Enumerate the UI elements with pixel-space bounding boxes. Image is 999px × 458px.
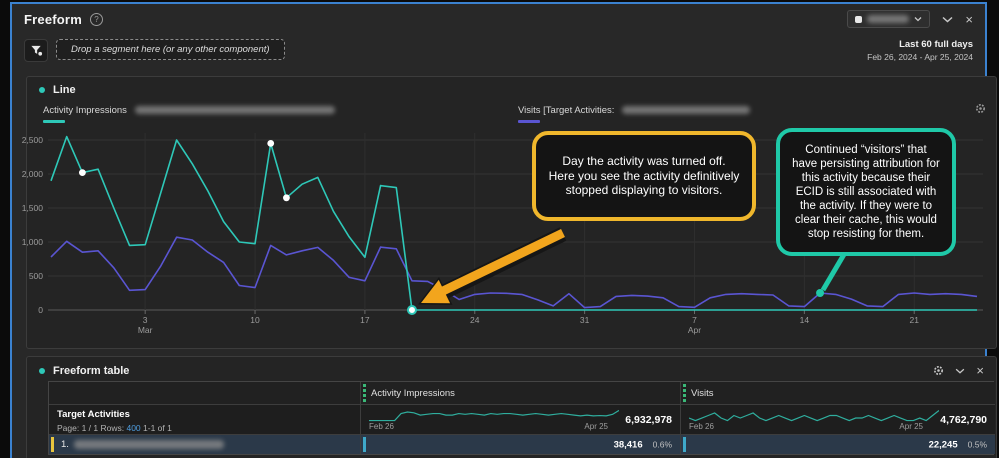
- viz-dot-icon[interactable]: [39, 87, 45, 93]
- cell-marker: [683, 437, 686, 452]
- legend-0-label: Activity Impressions: [43, 105, 127, 116]
- visits-sparkline: [689, 409, 939, 422]
- row-color-marker: [51, 437, 54, 452]
- viz-dot-icon[interactable]: [39, 367, 45, 374]
- segment-row: Drop a segment here (or any other compon…: [12, 34, 985, 62]
- spark-end-label: Apr 25: [899, 422, 923, 431]
- column-header-activity-impressions[interactable]: Activity Impressions: [360, 382, 680, 404]
- freeform-table-card: Freeform table × Activity Impressions: [26, 356, 997, 458]
- summary-cell-visits: Feb 26 Apr 25 4,762,790: [680, 404, 995, 434]
- report-suite-badge[interactable]: [847, 10, 931, 28]
- date-range-dates: Feb 26, 2024 - Apr 25, 2024: [867, 52, 973, 62]
- table-corner-cell: [49, 382, 360, 404]
- visits-pct: 0.5%: [967, 439, 987, 449]
- close-table-icon[interactable]: ×: [976, 363, 984, 378]
- chevron-down-icon: [914, 17, 922, 22]
- summary-cell-activity-impressions: Feb 26 Apr 25 6,932,978: [360, 404, 680, 434]
- callout-0-text: Day the activity was turned off. Here yo…: [548, 154, 740, 198]
- redacted-legend-0: [134, 106, 335, 115]
- legend-1-color-bar: [518, 120, 540, 123]
- table-row-impressions-cell[interactable]: 38,416 0.6%: [360, 434, 680, 454]
- date-range-label: Last 60 full days: [899, 39, 973, 50]
- legend-0-color-bar: [43, 120, 65, 123]
- panel-header: Freeform ? ×: [12, 4, 985, 34]
- chart-settings-gear-icon[interactable]: [975, 103, 986, 114]
- visits-total: 4,762,790: [940, 413, 987, 426]
- collapse-panel-icon[interactable]: [942, 16, 953, 23]
- redacted-activity-name: [73, 440, 224, 449]
- callout-persisting-attribution: Continued “visitors” that have persistin…: [776, 128, 956, 256]
- freeform-table-header: Freeform table ×: [27, 357, 996, 377]
- column-1-label: Visits: [691, 387, 714, 399]
- dimension-name: Target Activities: [57, 409, 130, 420]
- freeform-table: Activity Impressions Visits Target Activ…: [48, 381, 995, 455]
- impressions-pct: 0.6%: [652, 439, 672, 449]
- spark-end-label: Apr 25: [584, 422, 608, 431]
- segment-drop-zone[interactable]: Drop a segment here (or any other compon…: [56, 39, 285, 60]
- table-row-visits-cell[interactable]: 22,245 0.5%: [680, 434, 995, 454]
- impressions-total: 6,932,978: [625, 413, 672, 426]
- legend-visits[interactable]: Visits [Target Activities:: [518, 105, 751, 123]
- table-settings-gear-icon[interactable]: [933, 365, 944, 376]
- column-marker: [363, 384, 366, 402]
- info-icon[interactable]: ?: [89, 12, 103, 26]
- column-header-visits[interactable]: Visits: [680, 382, 995, 404]
- column-marker: [683, 384, 686, 402]
- callout-activity-off: Day the activity was turned off. Here yo…: [532, 131, 756, 221]
- collapse-table-icon[interactable]: [955, 368, 965, 374]
- suite-icon: [855, 15, 863, 23]
- spark-start-label: Feb 26: [369, 422, 394, 431]
- legend-1-label: Visits [Target Activities:: [518, 105, 615, 116]
- date-range: Last 60 full days Feb 26, 2024 - Apr 25,…: [867, 39, 973, 62]
- column-0-label: Activity Impressions: [371, 387, 455, 399]
- pagination-info: Page: 1 / 1 Rows: 400 1-1 of 1: [57, 423, 172, 433]
- funnel-icon: [30, 45, 42, 56]
- legend-activity-impressions[interactable]: Activity Impressions: [43, 105, 335, 123]
- dimension-header-cell[interactable]: Target Activities Page: 1 / 1 Rows: 400 …: [49, 404, 360, 434]
- cell-marker: [363, 437, 366, 452]
- callout-1-text: Continued “visitors” that have persistin…: [792, 143, 940, 241]
- panel-title: Freeform: [24, 11, 82, 27]
- rows-count-link[interactable]: 400: [126, 423, 141, 433]
- line-chart-title: Line: [53, 84, 76, 96]
- segment-filter-button[interactable]: [24, 39, 48, 62]
- close-panel-icon[interactable]: ×: [965, 11, 973, 27]
- freeform-table-title: Freeform table: [53, 364, 130, 377]
- line-chart-header: Line: [27, 77, 996, 96]
- table-row-dimension-cell[interactable]: 1.: [49, 434, 360, 454]
- impressions-value: 38,416: [613, 439, 643, 450]
- redacted-legend-1: [622, 106, 751, 115]
- spark-start-label: Feb 26: [689, 422, 714, 431]
- row-index: 1.: [61, 439, 69, 450]
- visits-value: 22,245: [928, 439, 958, 450]
- impressions-sparkline: [369, 409, 619, 422]
- redacted-suite-name: [867, 15, 910, 23]
